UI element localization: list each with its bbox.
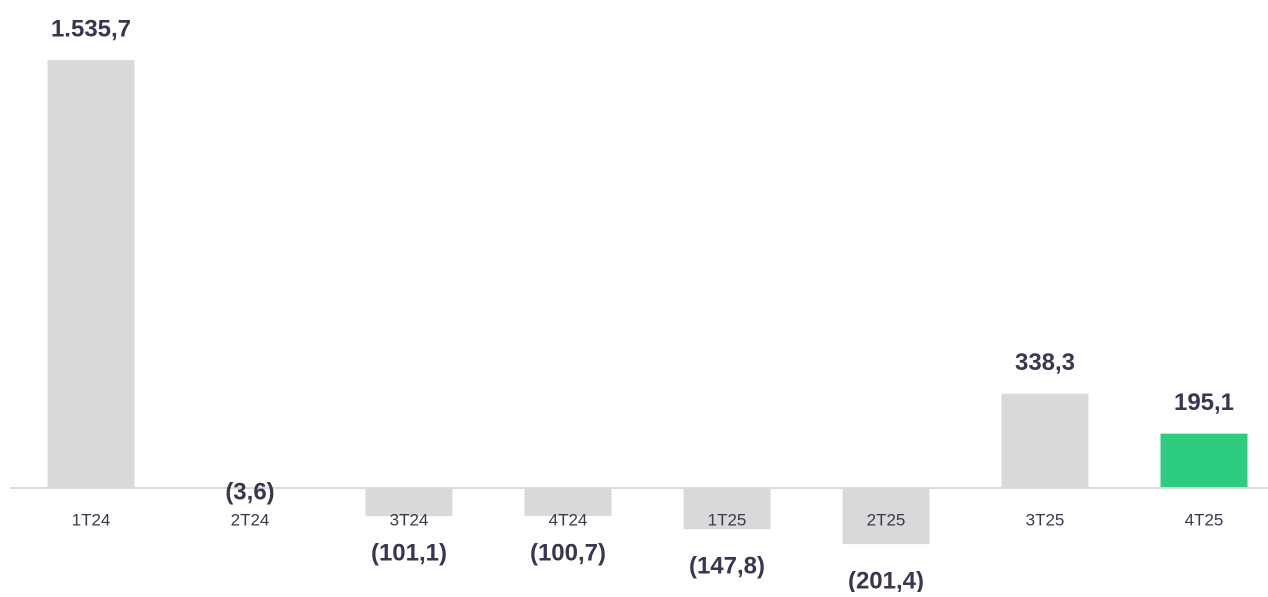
bar bbox=[1160, 433, 1248, 488]
x-tick-label: 1T24 bbox=[72, 510, 111, 529]
bar bbox=[365, 488, 453, 517]
x-tick-label: 2T24 bbox=[231, 510, 270, 529]
x-tick-label: 4T24 bbox=[549, 510, 588, 529]
bar bbox=[842, 488, 930, 545]
data-label: (3,6) bbox=[225, 478, 274, 505]
bars bbox=[47, 60, 1248, 545]
x-tick-label: 3T25 bbox=[1026, 510, 1065, 529]
x-tick-label: 3T24 bbox=[390, 510, 429, 529]
x-tick-label: 4T25 bbox=[1185, 510, 1224, 529]
data-label: 195,1 bbox=[1174, 389, 1234, 416]
data-label: 1.535,7 bbox=[51, 15, 131, 42]
x-tick-label: 1T25 bbox=[708, 510, 747, 529]
data-label: (101,1) bbox=[371, 540, 447, 567]
x-tick-label: 2T25 bbox=[867, 510, 906, 529]
bar bbox=[524, 488, 612, 517]
data-label: (201,4) bbox=[848, 567, 924, 592]
data-label: 338,3 bbox=[1015, 349, 1075, 376]
data-label: (147,8) bbox=[689, 553, 765, 580]
bar bbox=[47, 60, 135, 488]
bar bbox=[683, 488, 771, 530]
data-label: (100,7) bbox=[530, 539, 606, 566]
bar bbox=[1001, 393, 1089, 488]
